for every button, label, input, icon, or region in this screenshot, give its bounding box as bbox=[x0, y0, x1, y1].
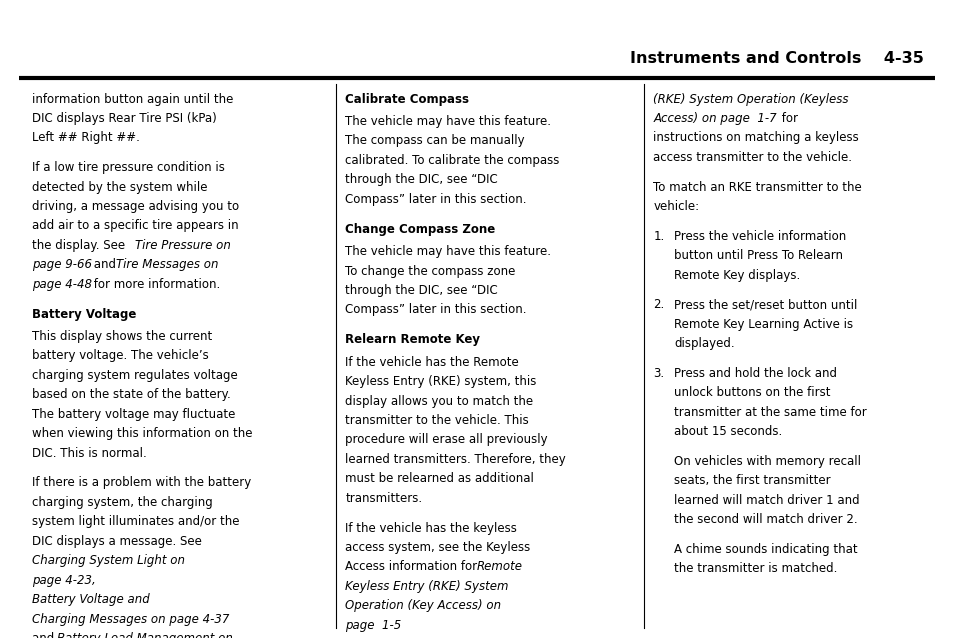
Text: and: and bbox=[32, 632, 58, 638]
Text: (RKE) System Operation (Keyless: (RKE) System Operation (Keyless bbox=[653, 93, 848, 105]
Text: instructions on matching a keyless: instructions on matching a keyless bbox=[653, 131, 859, 144]
Text: when viewing this information on the: when viewing this information on the bbox=[32, 427, 253, 440]
Text: To match an RKE transmitter to the: To match an RKE transmitter to the bbox=[653, 181, 862, 193]
Text: page 4-48: page 4-48 bbox=[32, 278, 92, 291]
Text: calibrated. To calibrate the compass: calibrated. To calibrate the compass bbox=[345, 154, 559, 167]
Text: Tire Pressure on: Tire Pressure on bbox=[134, 239, 230, 252]
Text: for: for bbox=[777, 112, 797, 125]
Text: Press and hold the lock and: Press and hold the lock and bbox=[674, 367, 837, 380]
Text: page 9-66: page 9-66 bbox=[32, 258, 92, 271]
Text: system light illuminates and/or the: system light illuminates and/or the bbox=[32, 516, 240, 528]
Text: Keyless Entry (RKE) system, this: Keyless Entry (RKE) system, this bbox=[345, 375, 537, 388]
Text: unlock buttons on the first: unlock buttons on the first bbox=[674, 386, 830, 399]
Text: battery voltage. The vehicle’s: battery voltage. The vehicle’s bbox=[32, 350, 209, 362]
Text: The battery voltage may fluctuate: The battery voltage may fluctuate bbox=[32, 408, 235, 421]
Text: To change the compass zone: To change the compass zone bbox=[345, 265, 516, 278]
Text: information button again until the: information button again until the bbox=[32, 93, 233, 105]
Text: Access) on page  1-7: Access) on page 1-7 bbox=[653, 112, 777, 125]
Text: If the vehicle has the Remote: If the vehicle has the Remote bbox=[345, 355, 518, 369]
Text: for more information.: for more information. bbox=[90, 278, 220, 291]
Text: based on the state of the battery.: based on the state of the battery. bbox=[32, 389, 231, 401]
Text: The vehicle may have this feature.: The vehicle may have this feature. bbox=[345, 115, 551, 128]
Text: page  1-5: page 1-5 bbox=[345, 619, 401, 632]
Text: Compass” later in this section.: Compass” later in this section. bbox=[345, 193, 526, 206]
Text: charging system regulates voltage: charging system regulates voltage bbox=[32, 369, 238, 382]
Text: The compass can be manually: The compass can be manually bbox=[345, 135, 524, 147]
Text: access transmitter to the vehicle.: access transmitter to the vehicle. bbox=[653, 151, 852, 164]
Text: about 15 seconds.: about 15 seconds. bbox=[674, 425, 781, 438]
Text: DIC displays Rear Tire PSI (kPa): DIC displays Rear Tire PSI (kPa) bbox=[32, 112, 217, 125]
Text: and: and bbox=[90, 258, 119, 271]
Text: page 4-23,: page 4-23, bbox=[32, 574, 96, 587]
Text: Battery Voltage: Battery Voltage bbox=[32, 308, 136, 320]
Text: display allows you to match the: display allows you to match the bbox=[345, 394, 533, 408]
Text: The vehicle may have this feature.: The vehicle may have this feature. bbox=[345, 245, 551, 258]
Text: detected by the system while: detected by the system while bbox=[32, 181, 208, 193]
Text: Calibrate Compass: Calibrate Compass bbox=[345, 93, 469, 105]
Text: DIC displays a message. See: DIC displays a message. See bbox=[32, 535, 202, 548]
Text: Charging Messages on page 4-37: Charging Messages on page 4-37 bbox=[32, 612, 230, 626]
Text: Keyless Entry (RKE) System: Keyless Entry (RKE) System bbox=[345, 580, 508, 593]
Text: This display shows the current: This display shows the current bbox=[32, 330, 213, 343]
Text: Instruments and Controls    4-35: Instruments and Controls 4-35 bbox=[629, 51, 923, 66]
Text: procedure will erase all previously: procedure will erase all previously bbox=[345, 433, 547, 447]
Text: vehicle:: vehicle: bbox=[653, 200, 699, 213]
Text: Press the vehicle information: Press the vehicle information bbox=[674, 230, 846, 242]
Text: If the vehicle has the keyless: If the vehicle has the keyless bbox=[345, 521, 517, 535]
Text: Remote Key displays.: Remote Key displays. bbox=[674, 269, 800, 281]
Text: button until Press To Relearn: button until Press To Relearn bbox=[674, 249, 842, 262]
Text: Change Compass Zone: Change Compass Zone bbox=[345, 223, 495, 235]
Text: Press the set/reset button until: Press the set/reset button until bbox=[674, 298, 857, 311]
Text: displayed.: displayed. bbox=[674, 337, 735, 350]
Text: access system, see the Keyless: access system, see the Keyless bbox=[345, 541, 530, 554]
Text: learned transmitters. Therefore, they: learned transmitters. Therefore, they bbox=[345, 453, 565, 466]
Text: Battery Voltage and: Battery Voltage and bbox=[32, 593, 150, 606]
Text: transmitter at the same time for: transmitter at the same time for bbox=[674, 406, 866, 419]
Text: 3.: 3. bbox=[653, 367, 664, 380]
Text: Access information for: Access information for bbox=[345, 560, 480, 574]
Text: must be relearned as additional: must be relearned as additional bbox=[345, 472, 534, 486]
Text: Remote: Remote bbox=[476, 560, 522, 574]
Text: Charging System Light on: Charging System Light on bbox=[32, 554, 185, 567]
Text: 1.: 1. bbox=[653, 230, 664, 242]
Text: through the DIC, see “DIC: through the DIC, see “DIC bbox=[345, 284, 497, 297]
Text: DIC. This is normal.: DIC. This is normal. bbox=[32, 447, 147, 460]
Text: add air to a specific tire appears in: add air to a specific tire appears in bbox=[32, 219, 239, 232]
Text: Battery Load Management on: Battery Load Management on bbox=[57, 632, 233, 638]
Text: 2.: 2. bbox=[653, 298, 664, 311]
Text: If a low tire pressure condition is: If a low tire pressure condition is bbox=[32, 161, 225, 174]
Text: the display. See: the display. See bbox=[32, 239, 130, 252]
Text: driving, a message advising you to: driving, a message advising you to bbox=[32, 200, 239, 213]
Text: transmitters.: transmitters. bbox=[345, 492, 422, 505]
Text: Operation (Key Access) on: Operation (Key Access) on bbox=[345, 599, 501, 612]
Text: Compass” later in this section.: Compass” later in this section. bbox=[345, 304, 526, 316]
Text: Remote Key Learning Active is: Remote Key Learning Active is bbox=[674, 318, 853, 330]
Text: through the DIC, see “DIC: through the DIC, see “DIC bbox=[345, 174, 497, 186]
Text: Left ## Right ##.: Left ## Right ##. bbox=[32, 131, 140, 144]
Text: Relearn Remote Key: Relearn Remote Key bbox=[345, 333, 480, 346]
Text: transmitter to the vehicle. This: transmitter to the vehicle. This bbox=[345, 414, 529, 427]
Text: charging system, the charging: charging system, the charging bbox=[32, 496, 213, 509]
Text: seats, the first transmitter: seats, the first transmitter bbox=[674, 474, 830, 487]
Text: the transmitter is matched.: the transmitter is matched. bbox=[674, 562, 837, 575]
Text: If there is a problem with the battery: If there is a problem with the battery bbox=[32, 477, 252, 489]
Text: learned will match driver 1 and: learned will match driver 1 and bbox=[674, 494, 860, 507]
Text: On vehicles with memory recall: On vehicles with memory recall bbox=[674, 455, 861, 468]
Text: Tire Messages on: Tire Messages on bbox=[116, 258, 218, 271]
Text: A chime sounds indicating that: A chime sounds indicating that bbox=[674, 543, 857, 556]
Text: the second will match driver 2.: the second will match driver 2. bbox=[674, 513, 857, 526]
